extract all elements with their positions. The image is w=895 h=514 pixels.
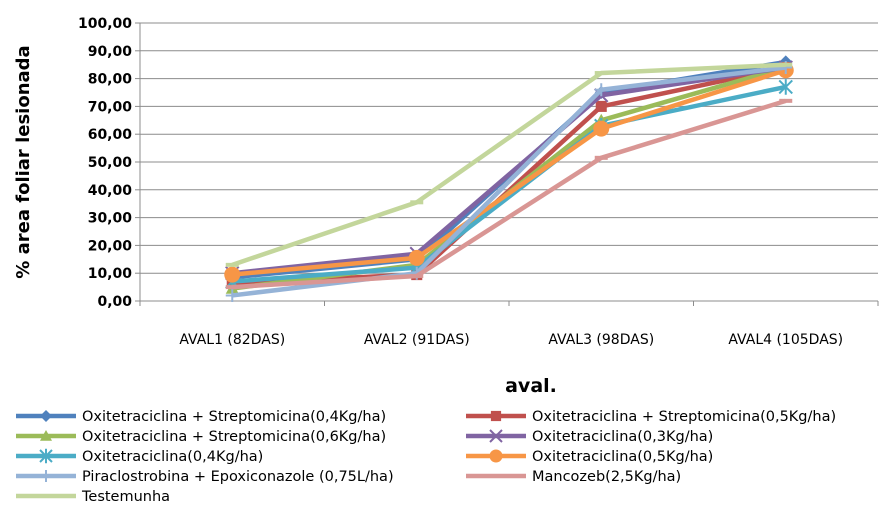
data-point [408,249,425,266]
legend-item: Oxitetraciclina + Streptomicina(0,4Kg/ha… [16,409,386,425]
legend-item: Testemunha [16,489,170,505]
legend-marker [489,449,503,463]
legend-label: Oxitetraciclina + Streptomicina(0,5Kg/ha… [532,409,836,425]
legend-marker [40,494,52,498]
data-point [225,288,239,302]
data-point [779,98,793,103]
y-tick-label: 100,00 [78,16,132,32]
data-point [225,285,239,290]
legend-marker [40,430,52,441]
x-axis-title: aval. [505,375,557,397]
legend-item: Oxitetraciclina + Streptomicina(0,5Kg/ha… [466,409,836,425]
legend-label: Mancozeb(2,5Kg/ha) [532,469,681,485]
legend-item: Oxitetraciclina(0,4Kg/ha) [16,448,263,465]
legend-label: Oxitetraciclina(0,5Kg/ha) [532,449,713,465]
data-point [410,273,424,278]
legend-label: Oxitetraciclina(0,4Kg/ha) [82,449,263,465]
y-tick-label: 30,00 [88,211,133,227]
y-tick-label: 90,00 [88,44,133,60]
legend-item: Oxitetraciclina(0,5Kg/ha) [466,449,713,465]
legend-item: Oxitetraciclina + Streptomicina(0,6Kg/ha… [16,429,386,445]
data-point [593,120,610,137]
series-line [232,84,787,284]
data-point [224,266,241,283]
legend-item: Oxitetraciclina(0,3Kg/ha) [466,429,713,445]
y-tick-label: 70,00 [88,99,133,115]
series-8 [225,62,793,267]
legend-item: Piraclostrobina + Epoxiconazole (0,75L/h… [16,469,394,485]
legend-marker [39,448,53,464]
series-line [232,98,787,290]
legend-marker [490,410,502,422]
series-line [232,65,787,276]
legend-label: Oxitetraciclina(0,3Kg/ha) [532,429,713,445]
legend-marker [40,470,52,482]
x-tick-label: AVAL2 (91DAS) [364,332,470,348]
y-tick-label: 0,00 [97,294,132,310]
data-point [594,155,608,160]
legend-marker [40,410,52,422]
data-point [779,62,793,67]
legend-label: Piraclostrobina + Epoxiconazole (0,75L/h… [82,469,394,485]
data-point [594,71,608,76]
legend-label: Testemunha [81,489,170,505]
legend-marker [490,474,502,478]
series-line [231,65,787,298]
legend-marker [489,429,503,443]
data-point [594,83,608,97]
series-line [232,68,787,277]
data-point [778,79,793,95]
x-tick-label: AVAL4 (105DAS) [728,332,843,348]
x-tick-label: AVAL1 (82DAS) [179,332,285,348]
y-tick-label: 60,00 [88,127,133,143]
legend-label: Oxitetraciclina + Streptomicina(0,4Kg/ha… [82,409,386,425]
series-line [231,62,786,267]
y-tick-label: 80,00 [88,72,133,88]
data-point [595,100,607,112]
x-tick-label: AVAL3 (98DAS) [548,332,654,348]
y-tick-label: 50,00 [88,155,133,171]
y-tick-label: 10,00 [88,266,133,282]
y-tick-label: 40,00 [88,183,133,199]
y-axis-title: % area foliar lesionada [13,45,34,278]
data-point [410,200,424,205]
legend-label: Oxitetraciclina + Streptomicina(0,6Kg/ha… [82,429,386,445]
series-7 [225,98,793,290]
legend-item: Mancozeb(2,5Kg/ha) [466,469,681,485]
y-tick-label: 20,00 [88,238,133,254]
data-point [225,262,239,267]
